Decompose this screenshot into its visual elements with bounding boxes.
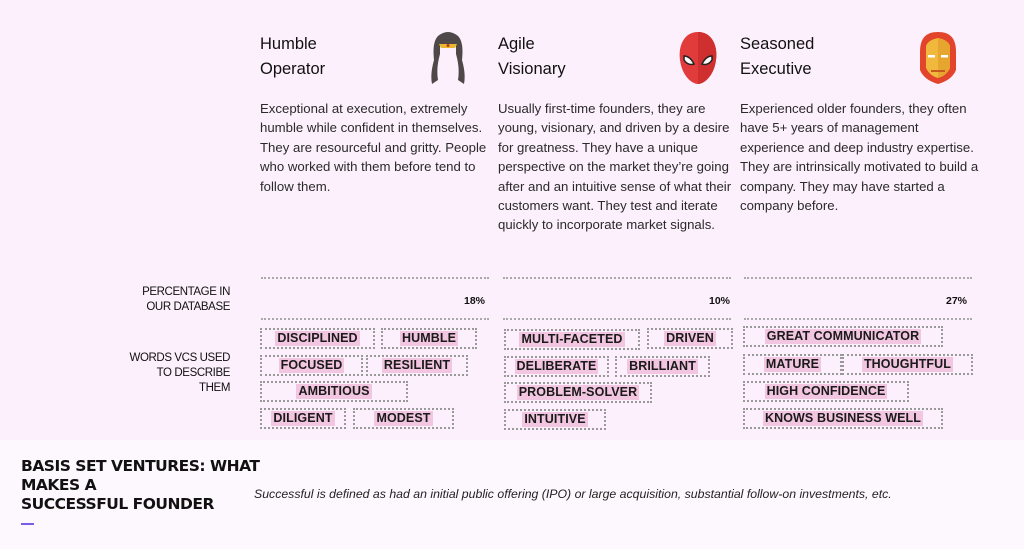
archetype-agile-visionary: Agile Visionary Usually first-time found… xyxy=(498,30,738,235)
percentage-row-label: PERCENTAGE IN OUR DATABASE xyxy=(142,286,230,313)
word-tag: FOCUSED xyxy=(260,355,363,376)
archetype-seasoned-executive: Seasoned Executive Experienced older fou… xyxy=(740,30,980,215)
percentage-value: 27% xyxy=(945,295,967,307)
archetype-title: Seasoned Executive xyxy=(740,35,815,78)
archetype-title: Agile Visionary xyxy=(498,35,566,78)
word-tag: KNOWS BUSINESS WELL xyxy=(743,408,943,429)
word-tag: GREAT COMMUNICATOR xyxy=(743,326,943,347)
ironman-mask-icon xyxy=(920,32,956,84)
word-tag: DISCIPLINED xyxy=(260,328,375,349)
word-tag: DILIGENT xyxy=(260,408,346,429)
percentage-value: 18% xyxy=(463,295,485,307)
footnote: Successful is defined as had an initial … xyxy=(254,487,892,501)
archetype-description: Usually first-time founders, they are yo… xyxy=(498,101,732,233)
word-tag: MULTI-FACETED xyxy=(504,329,640,350)
divider xyxy=(503,318,731,320)
archetype-title: Humble Operator xyxy=(260,35,326,78)
archetype-description: Experienced older founders, they often h… xyxy=(740,101,979,214)
word-tag: THOUGHTFUL xyxy=(842,354,973,375)
divider xyxy=(503,277,731,279)
footer-band xyxy=(0,440,1024,549)
word-tag: DELIBERATE xyxy=(504,356,609,377)
divider xyxy=(744,318,972,320)
divider xyxy=(261,318,489,320)
word-tag: AMBITIOUS xyxy=(260,381,408,402)
archetype-description: Exceptional at execution, extremely humb… xyxy=(260,101,487,194)
wonder-woman-hair-icon xyxy=(431,32,465,84)
word-tag: RESILIENT xyxy=(366,355,468,376)
word-tag: BRILLIANT xyxy=(615,356,710,377)
percentage-value: 10% xyxy=(708,295,730,307)
word-tag: DRIVEN xyxy=(647,328,733,349)
archetype-humble-operator: Humble Operator Exceptional at execution… xyxy=(260,30,500,196)
word-tag: MODEST xyxy=(353,408,454,429)
word-tag: INTUITIVE xyxy=(504,409,606,430)
word-tag: HIGH CONFIDENCE xyxy=(743,381,909,402)
divider xyxy=(261,277,489,279)
title-accent-bar xyxy=(21,523,34,525)
word-tag: MATURE xyxy=(743,354,842,375)
word-tag: PROBLEM-SOLVER xyxy=(504,382,652,403)
divider xyxy=(744,277,972,279)
slide-title: BASIS SET VENTURES: WHAT MAKES A SUCCESS… xyxy=(21,457,260,513)
word-tag: HUMBLE xyxy=(381,328,477,349)
spiderman-mask-icon xyxy=(679,32,717,84)
words-row-label: WORDS VCS USED TO DESCRIBE THEM xyxy=(129,352,231,394)
